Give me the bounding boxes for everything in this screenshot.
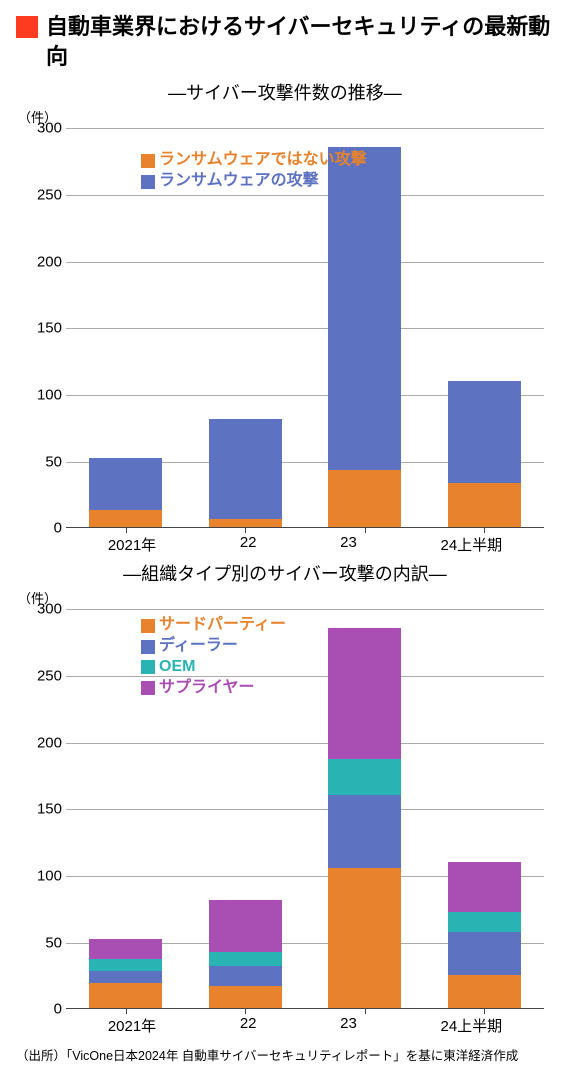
legend-label: OEM [159,657,195,678]
x-tick-label: 24上半期 [440,530,502,554]
chart2-area: サードパーティーディーラーOEMサプライヤー 05010015020025030… [16,609,554,1035]
bar-segment-non_ransomware [209,519,282,527]
y-tick-label: 50 [16,453,62,470]
bar [328,147,401,527]
chart2-legend: サードパーティーディーラーOEMサプライヤー [141,615,286,698]
legend-label: ディーラー [159,636,238,657]
legend-item: OEM [141,657,286,678]
bar-segment-supplier [448,862,521,913]
y-tick-label: 100 [16,387,62,404]
legend-swatch [141,640,155,654]
chart2-y-unit: （件） [18,588,554,607]
bar-segment-third_party [209,986,282,1009]
legend-swatch [141,175,155,189]
legend-swatch [141,619,155,633]
y-tick-label: 150 [16,320,62,337]
y-tick-label: 150 [16,801,62,818]
bar-segment-ransomware [328,147,401,470]
header-accent-square [16,16,38,38]
legend-label: ランサムウェアではない攻撃 [159,150,367,171]
y-tick-label: 50 [16,934,62,951]
bar-segment-oem [448,912,521,932]
x-tick-label: 22 [240,1011,257,1035]
x-tick-label: 2021年 [108,1011,156,1035]
chart1-legend: ランサムウェアではない攻撃ランサムウェアの攻撃 [141,150,367,192]
legend-item: ディーラー [141,636,286,657]
bar-segment-third_party [89,983,162,1008]
bar-segment-non_ransomware [328,470,401,527]
chart1-y-unit: （件） [18,107,554,126]
bar-segment-supplier [89,939,162,959]
legend-label: サプライヤー [159,678,255,699]
chart2-x-axis: 2021年 22 23 24上半期 [66,1011,544,1035]
bar-segment-dealer [209,966,282,986]
legend-swatch [141,154,155,168]
legend-item: ランサムウェアの攻撃 [141,171,367,192]
bar-segment-oem [89,959,162,971]
chart1-x-axis: 2021年 22 23 24上半期 [66,530,544,554]
y-tick-label: 0 [16,520,62,537]
bar-segment-ransomware [89,458,162,510]
bar-segment-third_party [448,975,521,1008]
y-tick-label: 200 [16,253,62,270]
legend-label: ランサムウェアの攻撃 [159,171,319,192]
bar-segment-non_ransomware [448,483,521,527]
y-tick-label: 300 [16,120,62,137]
y-tick-label: 200 [16,734,62,751]
y-tick-label: 250 [16,668,62,685]
bar [448,862,521,1009]
chart-attack-trends: ―サイバー攻撃件数の推移― （件） ランサムウェアではない攻撃ランサムウェアの攻… [16,79,554,554]
legend-swatch [141,681,155,695]
bar-segment-ransomware [448,381,521,484]
bar [209,900,282,1008]
bar-segment-supplier [209,900,282,952]
chart2-bars [66,609,544,1008]
bar-segment-third_party [328,868,401,1008]
legend-label: サードパーティー [159,615,286,636]
bar-segment-non_ransomware [89,510,162,527]
page-title: 自動車業界におけるサイバーセキュリティの最新動向 [46,12,554,71]
bar [89,939,162,1008]
page-header: 自動車業界におけるサイバーセキュリティの最新動向 [16,12,554,71]
chart1-area: ランサムウェアではない攻撃ランサムウェアの攻撃 0501001502002503… [16,128,554,554]
bar-segment-dealer [448,932,521,975]
y-tick-label: 250 [16,187,62,204]
x-tick-label: 24上半期 [440,1011,502,1035]
y-tick-label: 0 [16,1001,62,1018]
source-note: （出所）「VicOne日本2024年 自動車サイバーセキュリティレポート」を基に… [16,1045,554,1064]
legend-item: サプライヤー [141,678,286,699]
bar [328,628,401,1008]
legend-item: ランサムウェアではない攻撃 [141,150,367,171]
chart2-title: ―組織タイプ別のサイバー攻撃の内訳― [16,560,554,586]
chart-by-org-type: ―組織タイプ別のサイバー攻撃の内訳― （件） サードパーティーディーラーOEMサ… [16,560,554,1035]
y-tick-label: 300 [16,601,62,618]
x-tick-label: 23 [340,530,357,554]
x-tick-label: 2021年 [108,530,156,554]
bar-segment-dealer [89,971,162,983]
x-tick-label: 23 [340,1011,357,1035]
bar-segment-dealer [328,795,401,868]
bar-segment-ransomware [209,419,282,519]
chart2-plot: サードパーティーディーラーOEMサプライヤー [66,609,544,1009]
bar [209,419,282,527]
bar-segment-supplier [328,628,401,759]
bar [89,458,162,527]
y-tick-label: 100 [16,868,62,885]
chart1-title: ―サイバー攻撃件数の推移― [16,79,554,105]
bar-segment-oem [209,952,282,965]
legend-item: サードパーティー [141,615,286,636]
bar [448,381,521,528]
bar-segment-oem [328,759,401,795]
x-tick-label: 22 [240,530,257,554]
legend-swatch [141,660,155,674]
chart1-plot: ランサムウェアではない攻撃ランサムウェアの攻撃 [66,128,544,528]
